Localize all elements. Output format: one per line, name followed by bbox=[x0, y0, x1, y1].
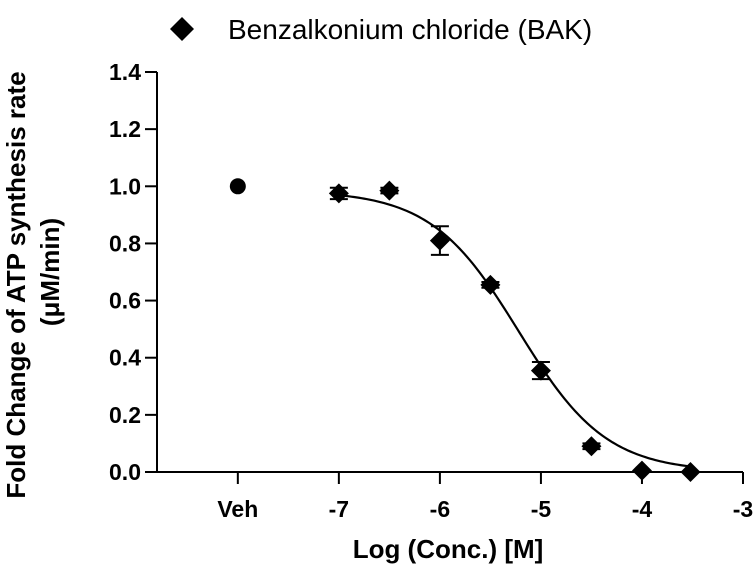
data-point-diamond bbox=[379, 180, 400, 201]
data-point-diamond bbox=[631, 460, 652, 481]
data-point-diamond bbox=[581, 436, 602, 457]
points-layer bbox=[229, 178, 701, 482]
axes bbox=[156, 72, 743, 473]
y-axis-label: Fold Change of ATP synthesis rate bbox=[1, 71, 31, 498]
legend-label: Benzalkonium chloride (BAK) bbox=[228, 14, 592, 45]
fit-curve bbox=[338, 194, 691, 468]
legend-marker-diamond bbox=[170, 17, 194, 41]
y-tick-label: 0.0 bbox=[109, 459, 141, 485]
y-tick-label: 0.4 bbox=[109, 345, 141, 371]
y-tick-label: 1.4 bbox=[109, 59, 141, 85]
x-tick-label: -4 bbox=[632, 496, 653, 522]
y-tick-label: 1.0 bbox=[109, 173, 141, 199]
x-tick-label: Veh bbox=[217, 496, 258, 522]
vehicle-point bbox=[229, 178, 246, 195]
x-tick-label: -6 bbox=[430, 496, 450, 522]
x-tick-label: -7 bbox=[329, 496, 349, 522]
data-point-diamond bbox=[480, 274, 501, 295]
y-ticks: 0.0 0.2 0.4 0.6 0.8 1.0 1.2 1.4 bbox=[109, 59, 157, 485]
y-tick-label: 1.2 bbox=[109, 116, 141, 142]
y-tick-label: 0.8 bbox=[109, 230, 141, 256]
x-ticks: Veh -7 -6 -5 -4 -3 bbox=[217, 472, 753, 522]
y-tick-label: 0.2 bbox=[109, 402, 141, 428]
data-point-diamond bbox=[429, 230, 450, 251]
fit-layer bbox=[338, 194, 691, 468]
x-tick-label: -5 bbox=[531, 496, 552, 522]
x-axis-label: Log (Conc.) [M] bbox=[353, 534, 544, 564]
data-point-diamond bbox=[328, 183, 349, 204]
legend: Benzalkonium chloride (BAK) bbox=[170, 14, 592, 45]
data-point-diamond bbox=[530, 360, 551, 381]
data-point-diamond bbox=[680, 462, 701, 482]
x-tick-label: -3 bbox=[733, 496, 753, 522]
y-axis-unit-label: (μM/min) bbox=[35, 218, 65, 326]
y-tick-label: 0.6 bbox=[109, 288, 141, 314]
